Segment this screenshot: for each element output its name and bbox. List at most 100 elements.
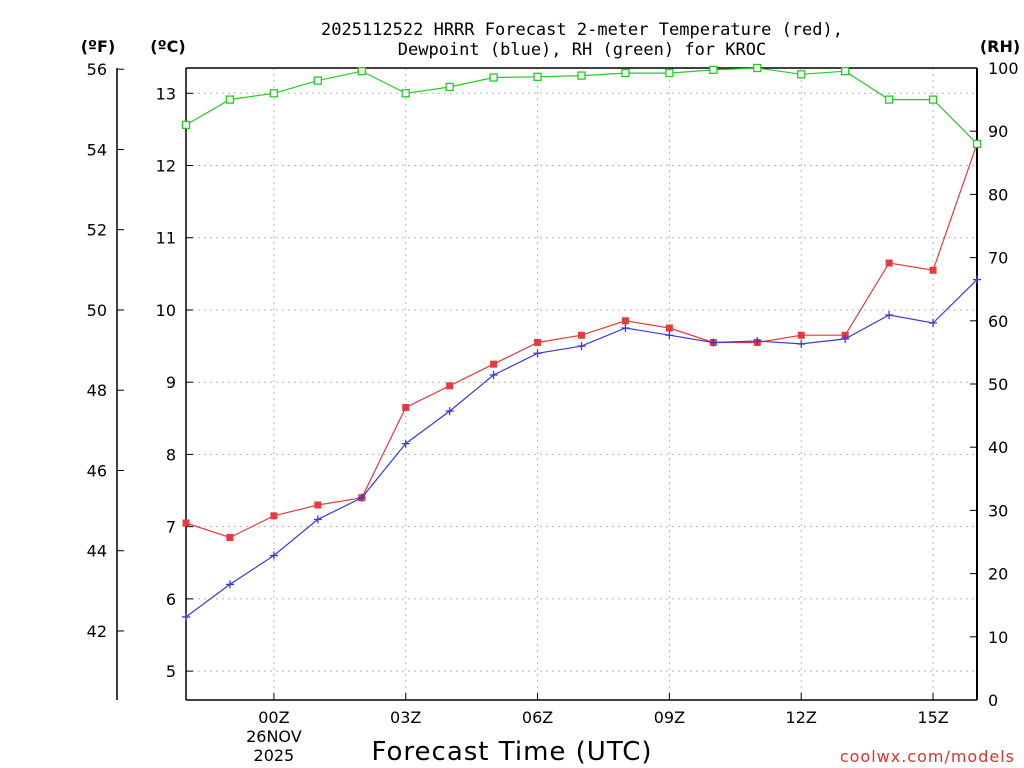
rh-point	[709, 65, 718, 75]
rh-tick-label: 10	[988, 628, 1008, 647]
dewpoint-point	[973, 275, 981, 284]
celsius-tick-label: 9	[166, 373, 176, 392]
fahrenheit-tick-label: 46	[87, 461, 107, 480]
celsius-tick-label: 11	[156, 229, 176, 248]
temperature-point	[621, 317, 629, 325]
dewpoint-point	[709, 338, 718, 347]
fahrenheit-tick-label: 44	[87, 542, 107, 561]
temperature-point	[182, 519, 190, 527]
axis-ticks: 5678910111213424446485052545601020304050…	[87, 59, 1019, 765]
rh-unit-label: (RH)	[980, 37, 1020, 56]
rh-point	[357, 67, 366, 76]
temperature-point	[534, 338, 542, 346]
rh-point	[401, 89, 410, 98]
dewpoint-point	[929, 318, 938, 327]
dewpoint-point	[885, 311, 894, 320]
celsius-unit-label: (ºC)	[150, 37, 185, 56]
rh-point	[489, 73, 498, 82]
rh-point	[181, 120, 191, 130]
fahrenheit-tick-label: 56	[87, 60, 107, 79]
grid-lines	[186, 68, 977, 700]
celsius-tick-label: 8	[166, 445, 176, 464]
temperature-point	[929, 266, 937, 274]
x-tick-label: 06Z	[522, 708, 553, 727]
temperature-point	[665, 324, 673, 332]
rh-point	[313, 76, 322, 85]
rh-tick-label: 20	[988, 565, 1008, 584]
dewpoint-point	[182, 612, 190, 621]
rh-tick-label: 100	[988, 59, 1019, 78]
celsius-tick-label: 13	[156, 84, 176, 103]
temperature-point	[226, 533, 234, 541]
temperature-point	[314, 501, 322, 509]
data-series	[181, 63, 982, 621]
rh-tick-label: 70	[988, 249, 1008, 268]
dewpoint-point	[357, 493, 366, 502]
fahrenheit-tick-label: 52	[87, 221, 107, 240]
x-tick-label: 03Z	[390, 708, 421, 727]
rh-tick-label: 90	[988, 122, 1008, 141]
rh-point	[884, 95, 894, 104]
rh-point	[841, 67, 850, 76]
dewpoint-point	[225, 580, 234, 589]
dewpoint-point	[489, 370, 498, 379]
dewpoint-point	[665, 331, 674, 340]
rh-point	[621, 68, 630, 78]
rh-point	[753, 63, 762, 73]
rh-point	[665, 68, 674, 78]
celsius-tick-label: 12	[156, 157, 176, 176]
dewpoint-point	[533, 349, 542, 358]
rh-tick-label: 50	[988, 375, 1008, 394]
x-tick-label: 12Z	[786, 708, 817, 727]
dewpoint-point	[841, 334, 850, 343]
celsius-tick-label: 5	[166, 662, 176, 681]
x-tick-label: 09Z	[654, 708, 685, 727]
celsius-tick-label: 6	[166, 590, 176, 609]
rh-point	[928, 95, 938, 104]
rh-point	[577, 71, 586, 80]
rh-tick-label: 40	[988, 438, 1008, 457]
temperature-point	[797, 331, 805, 339]
source-credit: coolwx.com/models	[840, 747, 1015, 766]
x-tick-label: 00Z	[258, 708, 289, 727]
chart-title-line1: 2025112522 HRRR Forecast 2-meter Tempera…	[321, 20, 843, 40]
temperature-point	[490, 360, 498, 368]
temperature-point	[402, 403, 410, 411]
dewpoint-point	[445, 407, 454, 416]
rh-tick-label: 80	[988, 185, 1008, 204]
temperature-line	[185, 143, 978, 539]
dewpoint-point	[621, 324, 630, 333]
dewpoint-point	[269, 551, 278, 560]
rh-point	[445, 82, 454, 92]
fahrenheit-tick-label: 50	[87, 301, 107, 320]
dewpoint-point	[401, 439, 410, 448]
x-tick-label: 15Z	[917, 708, 948, 727]
fahrenheit-tick-label: 48	[87, 381, 107, 400]
rh-point	[972, 139, 982, 148]
rh-point	[225, 95, 235, 104]
dewpoint-line	[185, 279, 978, 618]
rh-point	[533, 72, 542, 81]
temperature-point	[270, 512, 278, 520]
x-axis-title: Forecast Time (UTC)	[371, 737, 652, 767]
fahrenheit-unit-label: (ºF)	[81, 37, 116, 56]
x-tick-year-label: 2025	[254, 746, 295, 765]
rh-tick-label: 30	[988, 501, 1008, 520]
temperature-point	[446, 382, 454, 390]
rh-tick-label: 60	[988, 312, 1008, 331]
dewpoint-point	[797, 339, 806, 348]
dewpoint-point	[313, 515, 322, 524]
dewpoint-point	[577, 342, 586, 351]
chart-title-line2: Dewpoint (blue), RH (green) for KROC	[398, 40, 766, 60]
celsius-tick-label: 7	[166, 518, 176, 537]
dewpoint-point	[753, 337, 762, 346]
temperature-point	[885, 259, 893, 267]
rh-point	[269, 89, 279, 98]
fahrenheit-tick-label: 42	[87, 622, 107, 641]
rh-tick-label: 0	[988, 691, 998, 710]
fahrenheit-tick-label: 54	[87, 140, 107, 159]
rh-point	[797, 70, 806, 79]
celsius-tick-label: 10	[156, 301, 176, 320]
x-tick-date-label: 26NOV	[246, 727, 302, 746]
